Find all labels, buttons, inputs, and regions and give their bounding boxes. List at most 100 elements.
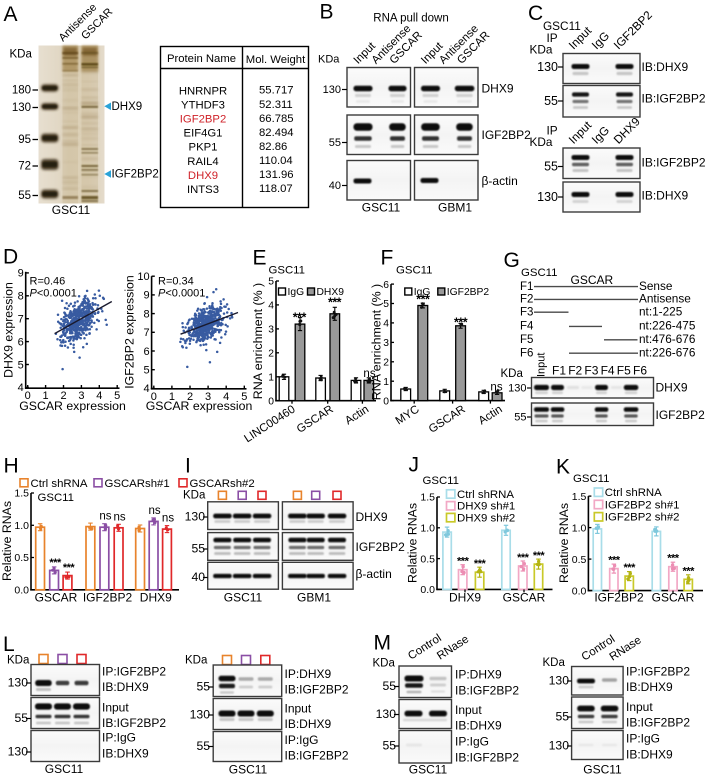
svg-text:4: 4 [268, 301, 274, 312]
svg-text:118.07: 118.07 [259, 183, 293, 195]
svg-text:IB:IGF2BP2: IB:IGF2BP2 [102, 716, 166, 730]
svg-text:I: I [185, 455, 191, 478]
svg-text:KDa: KDa [318, 54, 340, 66]
svg-text:***: *** [683, 565, 696, 577]
svg-text:55: 55 [544, 160, 558, 174]
svg-text:GSC11: GSC11 [362, 201, 401, 215]
svg-text:Relative RNAs: Relative RNAs [557, 503, 571, 583]
svg-text:IP:IgG: IP:IgG [102, 731, 136, 745]
svg-text:IGF2BP2: IGF2BP2 [447, 287, 490, 298]
svg-text:P<0.0001: P<0.0001 [158, 288, 205, 300]
svg-text:nt:226-475: nt:226-475 [639, 319, 696, 333]
svg-text:2: 2 [268, 349, 274, 360]
svg-text:9: 9 [143, 290, 149, 302]
svg-text:***: *** [63, 562, 76, 574]
svg-text:F5: F5 [520, 334, 533, 346]
svg-text:Mol. Weight: Mol. Weight [246, 54, 306, 66]
svg-text:D: D [3, 246, 18, 269]
svg-text:***: *** [328, 296, 342, 310]
svg-text:IP:IgG: IP:IgG [455, 735, 489, 749]
svg-text:1.0: 1.0 [420, 523, 435, 535]
svg-text:***: *** [608, 555, 621, 567]
svg-text:1.5: 1.5 [14, 488, 29, 500]
svg-text:F4: F4 [601, 364, 615, 378]
svg-text:R=0.34: R=0.34 [158, 276, 194, 288]
svg-text:***: *** [454, 316, 468, 330]
svg-text:Relative RNAs: Relative RNAs [0, 501, 14, 581]
svg-text:DHX9: DHX9 [356, 510, 388, 524]
svg-text:5: 5 [268, 277, 274, 288]
svg-text:0.0: 0.0 [420, 584, 435, 596]
svg-text:M: M [374, 632, 392, 655]
svg-text:IP:DHX9: IP:DHX9 [455, 668, 502, 682]
svg-text:RAIL4: RAIL4 [187, 156, 218, 168]
svg-text:4: 4 [18, 382, 24, 394]
svg-text:GSCAR: GSCAR [503, 591, 546, 605]
svg-text:IB:DHX9: IB:DHX9 [626, 748, 673, 762]
svg-text:ns: ns [114, 511, 126, 523]
svg-text:IB:DHX9: IB:DHX9 [285, 717, 332, 731]
svg-text:IB:DHX9: IB:DHX9 [642, 189, 689, 203]
svg-text:F1: F1 [552, 364, 566, 378]
svg-text:7: 7 [143, 327, 149, 339]
svg-text:GSC11: GSC11 [224, 591, 263, 605]
svg-text:RNA enrichment (% ): RNA enrichment (% ) [251, 283, 265, 399]
svg-text:130: 130 [8, 745, 29, 759]
svg-text:IGF2BP2 expression: IGF2BP2 expression [123, 275, 137, 389]
svg-text:6: 6 [143, 346, 149, 358]
svg-text:0: 0 [383, 396, 389, 407]
svg-text:IP:IgG: IP:IgG [285, 733, 319, 747]
svg-text:IP: IP [547, 124, 558, 138]
svg-text:130: 130 [323, 84, 341, 96]
svg-text:H: H [4, 455, 19, 478]
svg-text:KDa: KDa [183, 490, 206, 502]
svg-text:GSC11: GSC11 [45, 762, 84, 776]
svg-text:1.0: 1.0 [572, 522, 587, 534]
svg-text:Ctrl shRNA: Ctrl shRNA [31, 478, 88, 490]
svg-text:ns: ns [490, 382, 502, 394]
svg-text:IGF2BP2: IGF2BP2 [180, 114, 226, 126]
svg-text:Protein Name: Protein Name [167, 53, 236, 65]
svg-text:55: 55 [191, 542, 205, 556]
svg-text:GSC11: GSC11 [229, 763, 268, 777]
svg-text:2: 2 [60, 390, 66, 402]
svg-text:0.0: 0.0 [572, 585, 587, 597]
svg-text:66.785: 66.785 [259, 113, 294, 125]
svg-text:IB:IGF2BP2: IB:IGF2BP2 [455, 751, 519, 765]
svg-text:GSC11: GSC11 [583, 763, 622, 777]
svg-text:3: 3 [383, 338, 389, 349]
svg-text:***: *** [624, 562, 637, 574]
svg-text:ns: ns [99, 511, 111, 523]
svg-text:GSCARsh#1: GSCARsh#1 [105, 478, 170, 490]
svg-text:RNA enrichment (% ): RNA enrichment (% ) [370, 284, 384, 400]
svg-text:IGF2BP2 sh#1: IGF2BP2 sh#1 [605, 499, 680, 511]
svg-text:IP:DHX9: IP:DHX9 [285, 667, 332, 681]
svg-text:F2: F2 [568, 364, 582, 378]
svg-text:IB:DHX9: IB:DHX9 [102, 747, 149, 761]
svg-text:GSCAR: GSCAR [35, 591, 78, 605]
svg-text:55: 55 [544, 94, 558, 108]
svg-text:GSCAR: GSCAR [652, 591, 695, 605]
svg-text:GSCAR: GSCAR [571, 273, 614, 287]
svg-text:KDa: KDa [373, 658, 396, 670]
svg-text:nt:226-676: nt:226-676 [639, 345, 696, 359]
svg-text:PKP1: PKP1 [189, 142, 218, 154]
svg-text:4: 4 [223, 391, 229, 403]
svg-text:180: 180 [12, 85, 31, 97]
svg-text:2: 2 [383, 358, 389, 369]
svg-text:55: 55 [14, 711, 28, 725]
svg-text:0.5: 0.5 [572, 554, 587, 566]
svg-text:J: J [409, 454, 420, 477]
svg-text:GSC11: GSC11 [521, 267, 558, 279]
svg-text:IB:IGF2BP2: IB:IGF2BP2 [642, 92, 706, 106]
svg-text:F: F [381, 247, 394, 270]
svg-text:130: 130 [508, 383, 526, 395]
svg-text:IB:DHX9: IB:DHX9 [455, 719, 502, 733]
svg-text:F6: F6 [520, 347, 533, 359]
svg-text:3: 3 [268, 325, 274, 336]
svg-text:0: 0 [25, 390, 31, 402]
svg-text:6: 6 [383, 280, 389, 291]
svg-text:F2: F2 [520, 294, 533, 306]
svg-text:IGF2BP2: IGF2BP2 [656, 408, 706, 422]
svg-text:9: 9 [18, 268, 24, 280]
